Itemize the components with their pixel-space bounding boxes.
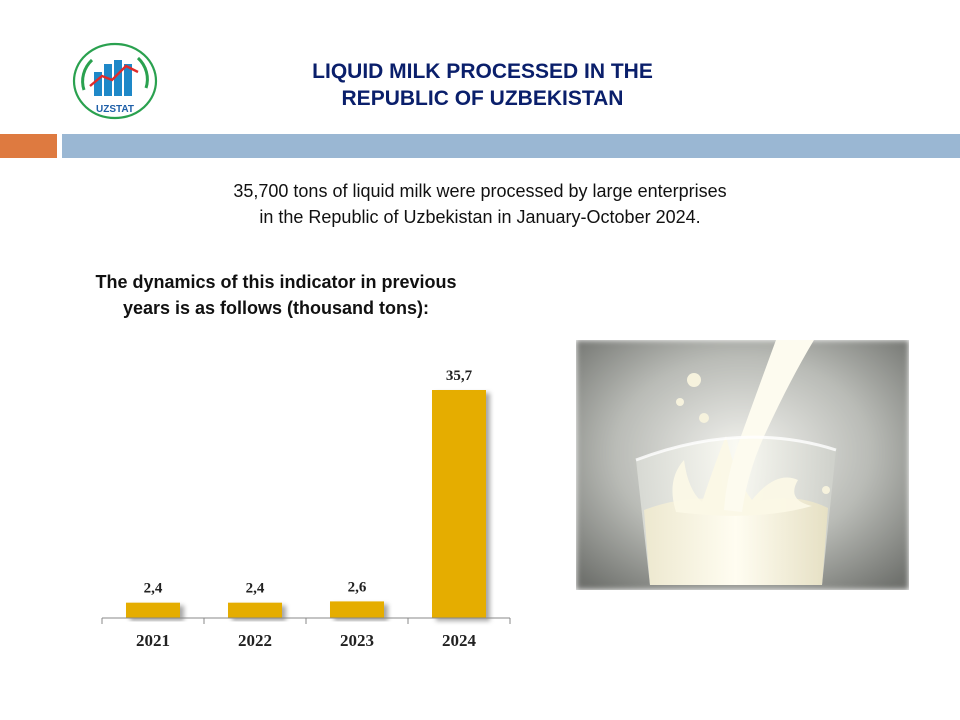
x-tick-label-2023: 2023 bbox=[340, 631, 374, 650]
data-label-2023: 2,6 bbox=[348, 579, 367, 595]
bar-2023 bbox=[330, 601, 384, 618]
accent-bar-blue bbox=[62, 134, 960, 158]
bar-series bbox=[126, 390, 486, 618]
uzstat-logo: UZSTAT bbox=[72, 42, 158, 120]
summary-text: 35,700 tons of liquid milk were processe… bbox=[150, 178, 810, 230]
page-title: LIQUID MILK PROCESSED IN THE REPUBLIC OF… bbox=[230, 58, 735, 112]
bar-chart: 2,4 2,4 2,6 35,7 2021 2022 2023 2024 bbox=[101, 368, 511, 650]
title-line-2: REPUBLIC OF UZBEKISTAN bbox=[341, 87, 624, 110]
subtitle-line-1: The dynamics of this indicator in previo… bbox=[95, 272, 457, 292]
milk-glass-photo bbox=[576, 340, 909, 590]
bar-2022 bbox=[228, 602, 282, 618]
x-tick-label-2022: 2022 bbox=[238, 631, 272, 650]
bar-2021 bbox=[126, 602, 180, 618]
data-label-2024: 35,7 bbox=[446, 368, 473, 384]
summary-line-1: 35,700 tons of liquid milk were processe… bbox=[233, 181, 727, 201]
x-tick-labels: 2021 2022 2023 2024 bbox=[136, 631, 477, 650]
bar-2024 bbox=[432, 390, 486, 618]
x-tick-label-2024: 2024 bbox=[442, 631, 477, 650]
data-label-2021: 2,4 bbox=[144, 581, 163, 597]
x-axis bbox=[101, 617, 511, 624]
logo-text: UZSTAT bbox=[96, 104, 134, 115]
accent-bar-orange bbox=[0, 134, 57, 158]
data-labels: 2,4 2,4 2,6 35,7 bbox=[144, 368, 473, 597]
subtitle-line-2: years is as follows (thousand tons): bbox=[122, 298, 430, 318]
data-label-2022: 2,4 bbox=[246, 581, 265, 597]
title-line-1: LIQUID MILK PROCESSED IN THE bbox=[312, 60, 653, 83]
chart-subtitle: The dynamics of this indicator in previo… bbox=[50, 269, 502, 321]
x-tick-label-2021: 2021 bbox=[136, 631, 170, 650]
summary-line-2: in the Republic of Uzbekistan in January… bbox=[259, 207, 701, 227]
